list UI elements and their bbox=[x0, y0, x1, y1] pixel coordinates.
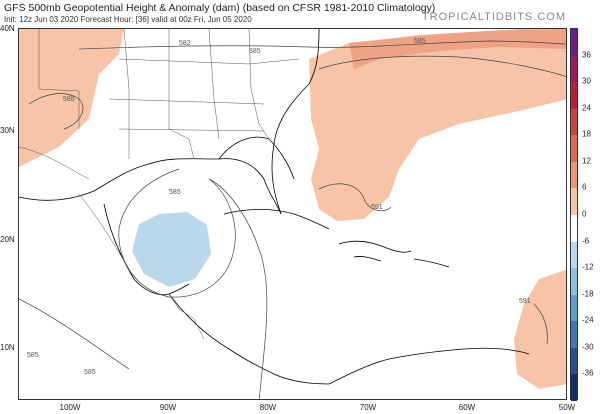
colorbar-segment bbox=[571, 29, 577, 57]
lon-label-100w: 100W bbox=[59, 403, 81, 412]
contour-label-588: 588 bbox=[63, 96, 75, 103]
colorbar-segment bbox=[571, 294, 577, 322]
lat-label-20n: 20N bbox=[0, 235, 15, 244]
map-canvas: 582 585 585 588 585 591 591 585 585 bbox=[19, 29, 566, 399]
colorbar-tick-label: 36 bbox=[582, 50, 591, 60]
valid-time-subtitle: Init: 12z Jun 03 2020 Forecast Hour: [36… bbox=[4, 15, 252, 24]
colorbar-segment bbox=[571, 321, 577, 349]
contour-label-582: 582 bbox=[179, 40, 191, 47]
contour-label-585-south: 585 bbox=[84, 369, 96, 376]
contour-label-585-north: 585 bbox=[414, 38, 426, 45]
colorbar-segment bbox=[571, 82, 577, 110]
lat-label-40n: 40N bbox=[0, 24, 15, 33]
colorbar-segment bbox=[571, 188, 577, 216]
colorbar-tick-label: -24 bbox=[582, 315, 594, 325]
colorbar-tick-label: 24 bbox=[582, 103, 591, 113]
colorbar-tick-label: -12 bbox=[582, 262, 594, 272]
coastlines bbox=[19, 29, 530, 385]
lat-label-10n: 10N bbox=[0, 343, 15, 352]
contour-label-585-pacific: 585 bbox=[27, 352, 39, 359]
map-panel: 582 585 585 588 585 591 591 585 585 bbox=[18, 28, 567, 400]
colorbar-tick-label: 12 bbox=[582, 156, 591, 166]
colorbar-segment bbox=[571, 55, 577, 83]
colorbar-tick-label: -30 bbox=[582, 342, 594, 352]
contour-label-585-gulf: 585 bbox=[169, 189, 181, 196]
lon-label-70w: 70W bbox=[359, 403, 377, 412]
colorbar-segment bbox=[571, 108, 577, 136]
colorbar-tick-label: 18 bbox=[582, 129, 591, 139]
positive-anomaly-sw-us bbox=[19, 29, 124, 167]
colorbar-tick-label: -36 bbox=[582, 368, 594, 378]
colorbar-tick-label: 0 bbox=[582, 209, 587, 219]
map-title: GFS 500mb Geopotential Height & Anomaly … bbox=[4, 2, 436, 14]
colorbar-segment bbox=[571, 374, 577, 402]
colorbar-segment bbox=[571, 268, 577, 296]
brand-watermark: TROPICALTIDBITS.COM bbox=[421, 11, 566, 23]
colorbar-segment bbox=[571, 241, 577, 269]
colorbar-tick-label: 30 bbox=[582, 76, 591, 86]
colorbar-segment bbox=[571, 347, 577, 375]
colorbar-tick-label: -6 bbox=[582, 236, 590, 246]
height-contours bbox=[19, 40, 566, 399]
colorbar-segment bbox=[571, 215, 577, 243]
positive-anomaly-east bbox=[514, 269, 566, 389]
colorbar-segment bbox=[571, 135, 577, 163]
lon-label-90w: 90W bbox=[159, 403, 177, 412]
lon-label-50w: 50W bbox=[558, 403, 576, 412]
lon-label-80w: 80W bbox=[259, 403, 277, 412]
header: GFS 500mb Geopotential Height & Anomaly … bbox=[4, 2, 596, 26]
colorbar-segment bbox=[571, 161, 577, 189]
colorbar-tick-label: 6 bbox=[582, 182, 587, 192]
positive-anomaly-atlantic bbox=[309, 29, 566, 221]
contour-label-591-east: 591 bbox=[519, 298, 531, 305]
positive-anomaly-atlantic-core bbox=[349, 29, 566, 69]
anomaly-colorbar bbox=[570, 28, 578, 402]
colorbar-tick-label: -18 bbox=[582, 289, 594, 299]
lon-label-60w: 60W bbox=[458, 403, 476, 412]
contour-label-591-west: 591 bbox=[371, 204, 383, 211]
lat-label-30n: 30N bbox=[0, 126, 15, 135]
negative-anomaly-yucatan bbox=[132, 212, 211, 287]
political-borders bbox=[19, 29, 300, 340]
contour-label-585-east: 585 bbox=[249, 48, 261, 55]
